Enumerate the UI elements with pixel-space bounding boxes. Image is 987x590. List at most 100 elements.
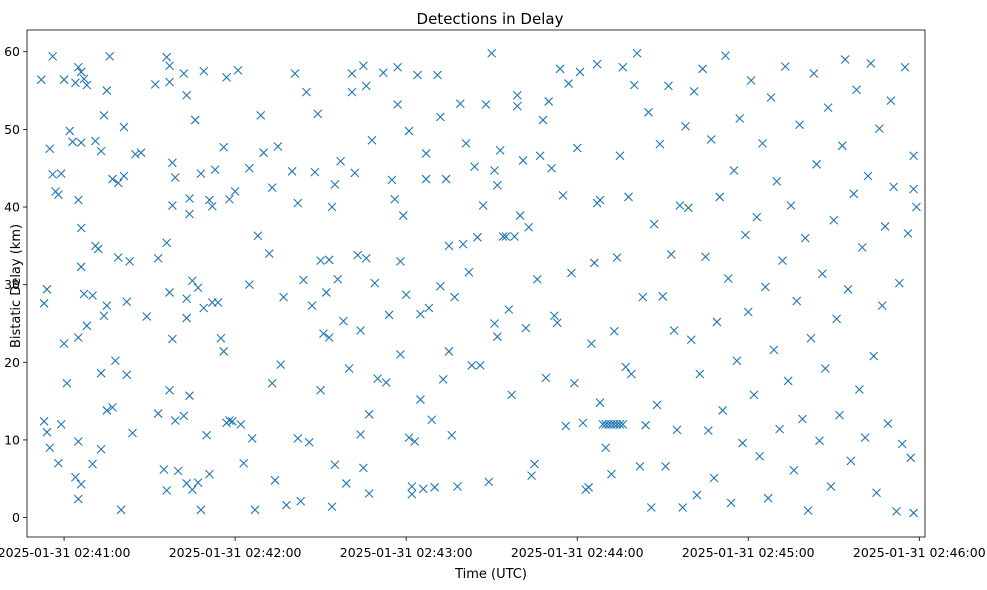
data-point [561, 421, 571, 431]
data-point [253, 231, 263, 241]
data-point [675, 201, 685, 210]
data-point [108, 402, 117, 412]
data-point [216, 333, 226, 343]
data-point [786, 201, 796, 210]
data-point [823, 103, 833, 113]
data-point [73, 62, 83, 72]
data-point [384, 310, 394, 320]
data-point [187, 276, 197, 286]
data-point [407, 489, 417, 499]
data-point [287, 166, 297, 176]
data-point [410, 437, 420, 446]
data-point [837, 141, 847, 151]
data-point [689, 86, 699, 96]
y-tick-label: 40 [4, 200, 20, 215]
data-point [162, 52, 172, 62]
data-point [612, 253, 622, 262]
data-point [396, 350, 405, 359]
data-point [815, 436, 824, 446]
data-point [527, 471, 536, 481]
data-point [219, 142, 229, 152]
data-point [88, 459, 97, 469]
data-point [860, 433, 870, 443]
data-point [39, 298, 49, 308]
x-tick-label: 2025-01-31 02:46:00 [853, 545, 986, 560]
data-point [624, 192, 633, 202]
data-point [153, 409, 163, 418]
data-point [909, 151, 918, 161]
data-point [512, 90, 522, 100]
data-point [490, 319, 499, 328]
data-point [273, 142, 283, 151]
data-point [213, 298, 223, 307]
data-point [666, 249, 676, 259]
data-point [230, 187, 240, 196]
data-point [752, 212, 762, 222]
data-point [398, 211, 408, 220]
data-point [607, 469, 616, 479]
data-point [800, 233, 810, 243]
data-point [709, 473, 719, 483]
data-point [495, 145, 505, 155]
data-point [270, 475, 280, 485]
data-point [701, 252, 710, 262]
data-point [741, 230, 750, 240]
y-tick-label: 50 [4, 122, 20, 137]
data-point [319, 329, 328, 338]
data-point [743, 307, 753, 317]
data-point [852, 85, 861, 95]
data-point [119, 122, 129, 132]
data-point [244, 163, 254, 173]
data-point [572, 143, 582, 153]
data-point [59, 75, 69, 85]
data-point [695, 369, 705, 379]
data-point [715, 192, 725, 202]
data-point [464, 267, 474, 277]
data-point [82, 321, 92, 331]
data-point [763, 493, 773, 503]
data-point [863, 171, 873, 181]
data-point [153, 253, 163, 263]
data-point [370, 278, 380, 288]
data-point [256, 111, 266, 120]
y-axis: 0 10 20 30 40 50 60 [4, 44, 27, 525]
data-point [53, 458, 63, 468]
data-point [424, 303, 434, 313]
data-point [361, 253, 371, 263]
data-point [373, 374, 383, 383]
data-point [840, 55, 850, 64]
data-point [336, 156, 345, 166]
data-point [507, 390, 517, 400]
data-point [869, 351, 879, 361]
data-point [518, 156, 528, 165]
data-point [729, 166, 739, 175]
data-point [321, 288, 331, 297]
data-point [190, 115, 200, 125]
data-point [99, 311, 109, 321]
y-tick-label: 20 [4, 355, 20, 370]
data-point [635, 461, 645, 471]
data-point [110, 356, 120, 366]
data-point [356, 430, 365, 439]
data-point [433, 70, 442, 80]
data-point [404, 433, 414, 443]
data-point [644, 107, 653, 117]
data-point [857, 243, 867, 252]
data-point [168, 334, 177, 344]
data-point [547, 163, 556, 173]
data-point [430, 482, 440, 492]
data-point [102, 86, 112, 95]
data-point [162, 238, 172, 248]
data-point [735, 114, 745, 123]
data-point [775, 424, 784, 434]
data-point [353, 250, 363, 260]
data-point [618, 420, 628, 429]
data-point [267, 183, 277, 193]
data-point [79, 74, 89, 84]
data-point [347, 87, 357, 97]
data-point [912, 202, 921, 212]
data-point [874, 124, 884, 133]
data-point [48, 52, 58, 61]
data-point [93, 244, 103, 254]
